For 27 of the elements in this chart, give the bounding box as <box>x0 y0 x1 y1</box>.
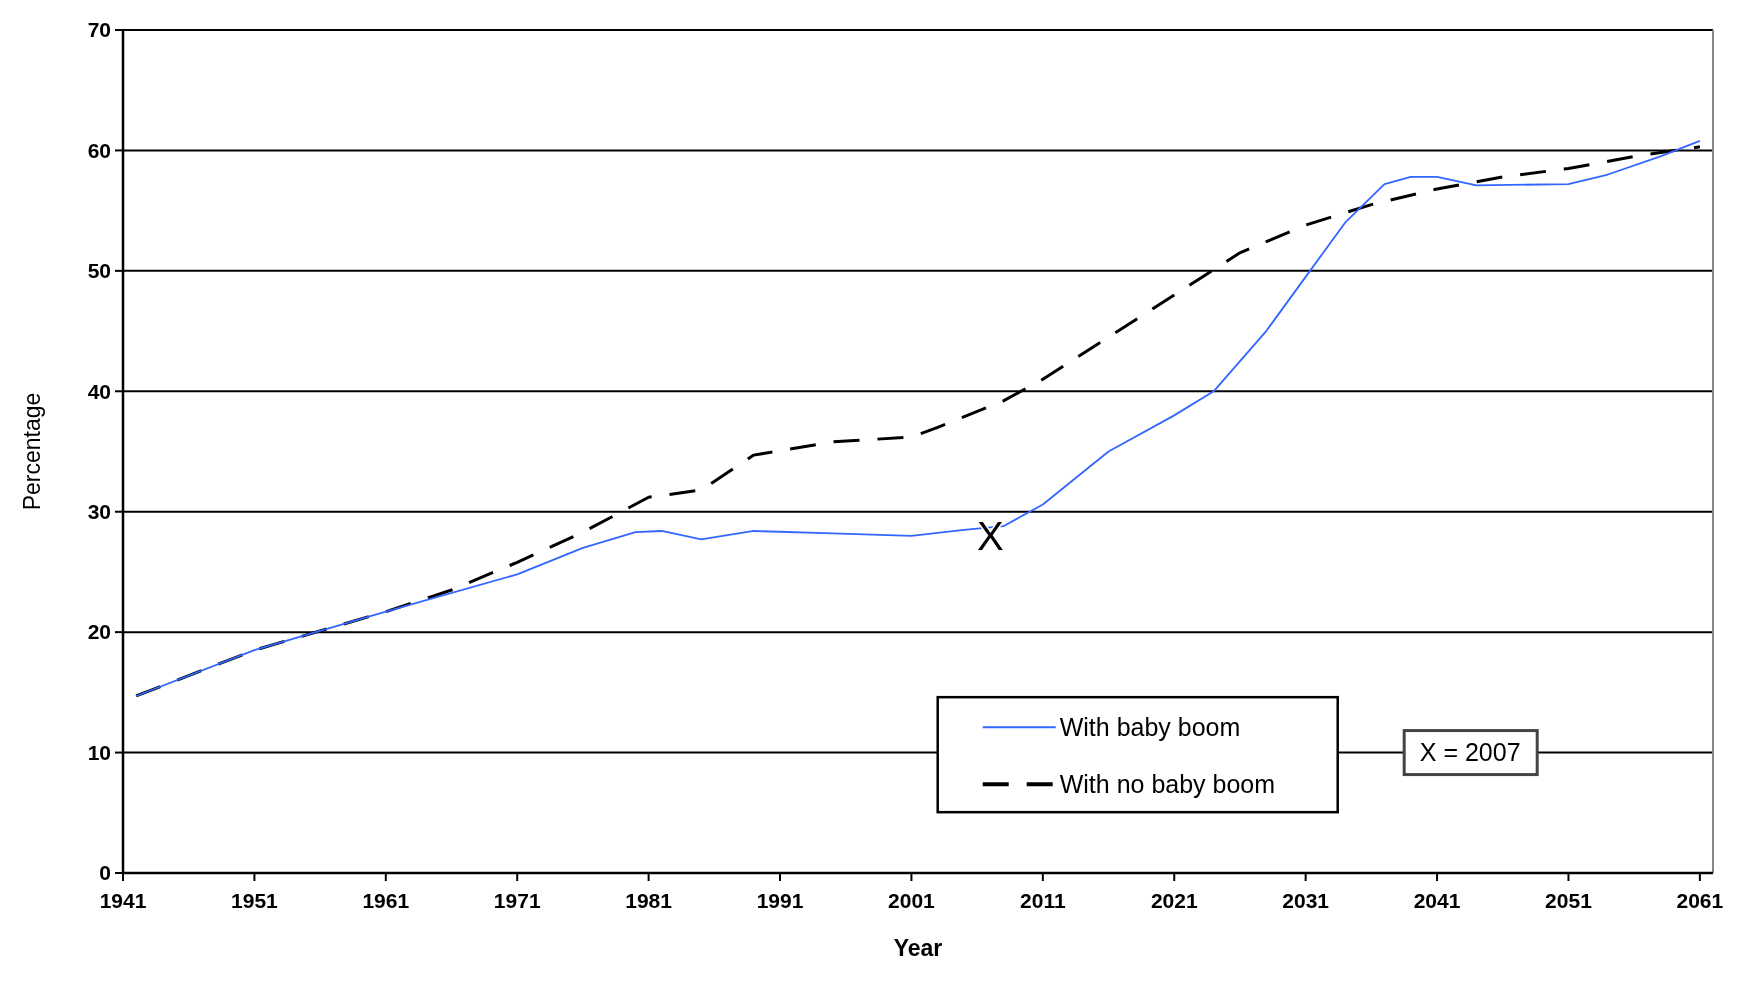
y-tick-label: 40 <box>87 379 111 403</box>
annotation: X <box>976 514 1004 559</box>
x-tick-label: 1951 <box>231 889 279 912</box>
y-tick-label: 60 <box>87 138 111 162</box>
x-tick-label: 2041 <box>1413 889 1461 912</box>
x-tick-label: 2021 <box>1150 889 1198 912</box>
x-tick-label: 2061 <box>1676 889 1724 912</box>
x-tick-label: 2001 <box>888 889 936 912</box>
y-tick-label: 0 <box>99 861 111 885</box>
x-tick-label: 1991 <box>756 889 804 912</box>
x-tick-label: 1961 <box>362 889 410 912</box>
y-tick-label: 20 <box>87 620 111 644</box>
y-tick-label: 70 <box>87 18 111 42</box>
y-tick-label: 10 <box>87 740 111 764</box>
x-tick-label: 1941 <box>99 889 147 912</box>
y-tick-label: 50 <box>87 259 111 283</box>
annotation: X = 2007 <box>1419 738 1521 767</box>
legend-label: With no baby boom <box>1059 769 1276 798</box>
x-tick-label: 2031 <box>1282 889 1330 912</box>
x-tick-label: 2011 <box>1020 889 1066 912</box>
x-axis-title: Year <box>893 935 943 961</box>
x-tick-label: 1981 <box>625 889 673 912</box>
legend-label: With baby boom <box>1059 712 1241 741</box>
y-axis-title: Percentage <box>19 392 45 511</box>
y-tick-label: 30 <box>87 500 111 524</box>
x-tick-label: 1971 <box>493 889 541 912</box>
x-tick-label: 2051 <box>1545 889 1593 912</box>
